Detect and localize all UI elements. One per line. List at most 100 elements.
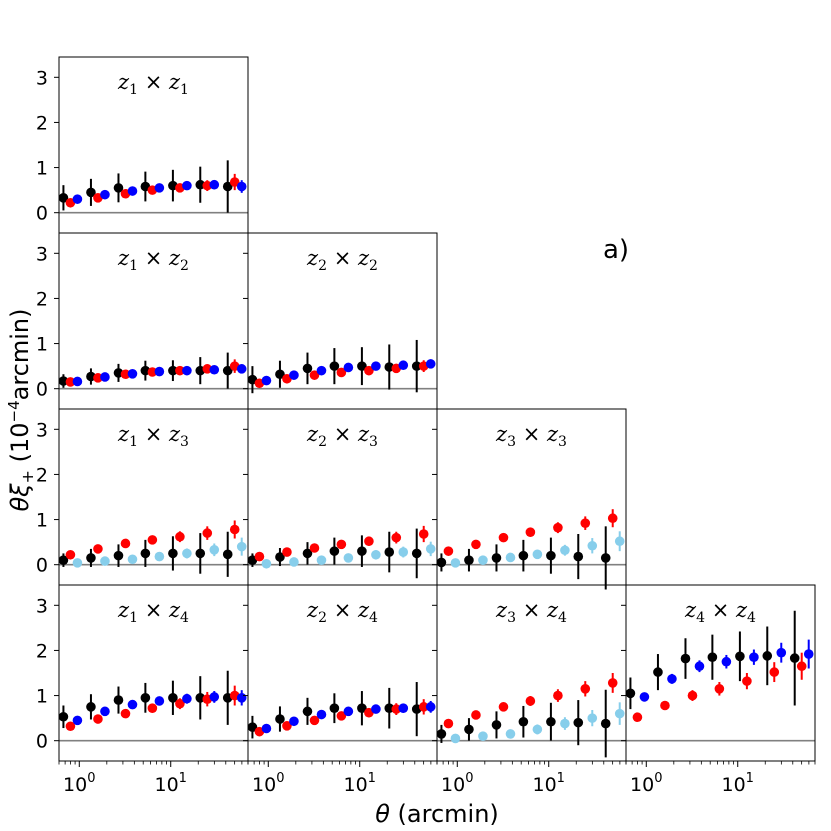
point-red (714, 683, 725, 694)
point-black (653, 667, 663, 677)
panel-title: z2 × z2 (306, 246, 378, 274)
point-lightblue (560, 718, 570, 729)
point-blue (776, 647, 787, 658)
point-black (464, 724, 474, 735)
y-tick-label: 1 (36, 510, 48, 532)
point-blue (209, 364, 220, 375)
point-lightblue (587, 713, 598, 723)
point-black (491, 720, 502, 730)
panel-annotation: a) (603, 235, 629, 265)
point-red (418, 529, 429, 539)
point-black (600, 553, 611, 563)
point-lightblue (532, 724, 543, 735)
point-lightblue (398, 547, 409, 557)
panel-title: z1 × z3 (117, 422, 189, 450)
point-black (168, 693, 178, 703)
point-lightblue (478, 731, 488, 741)
point-blue (371, 704, 381, 714)
point-black (680, 653, 691, 664)
y-tick-label: 3 (36, 595, 48, 617)
point-black (436, 729, 447, 739)
point-black (518, 716, 529, 727)
point-black (735, 651, 745, 662)
point-red (202, 528, 213, 538)
point-lightblue (478, 555, 488, 565)
point-black (329, 361, 340, 371)
point-black (436, 557, 447, 568)
point-red (65, 549, 76, 560)
point-black (275, 369, 285, 380)
point-red (229, 177, 240, 187)
point-red (93, 714, 103, 724)
point-black (113, 183, 124, 193)
point-black (275, 552, 285, 562)
panel-title: z4 × z4 (684, 598, 756, 626)
point-red (525, 527, 536, 537)
point-red (418, 702, 429, 712)
y-axis-label-unit-pre: (10 (6, 422, 34, 462)
point-black (58, 376, 69, 386)
point-red (120, 538, 131, 549)
point-blue (182, 365, 192, 376)
point-red (607, 513, 618, 524)
y-tick-label: 2 (36, 112, 48, 134)
point-red (282, 547, 292, 557)
point-lightblue (505, 729, 516, 739)
y-tick-label: 0 (36, 203, 48, 225)
point-black (329, 703, 340, 713)
panel-z1-z2: 0 1 2 3 z1 × z2 (36, 232, 249, 410)
point-black (58, 555, 69, 565)
point-black (247, 722, 258, 732)
point-blue (100, 372, 110, 382)
point-red (391, 532, 402, 543)
point-red (336, 539, 347, 550)
point-red (282, 721, 292, 731)
point-red (498, 702, 509, 712)
point-red (202, 364, 213, 374)
point-black (411, 361, 422, 371)
point-lightblue (587, 540, 598, 551)
point-black (546, 716, 556, 727)
panel-grid: 0 1 2 3 z1 × z1 0 1 2 3 z1 × z2 z2 × z2 0 1 2 3 z1 × z3… (36, 56, 816, 796)
point-blue (72, 376, 83, 387)
point-black (518, 550, 529, 561)
point-blue (127, 369, 138, 379)
point-blue (209, 179, 220, 190)
point-black (195, 548, 206, 559)
point-lightblue (261, 558, 272, 569)
point-red (796, 661, 807, 672)
point-blue (289, 716, 299, 727)
panel-title: z3 × z3 (495, 422, 567, 450)
point-black (275, 714, 285, 724)
point-red (120, 369, 131, 380)
point-red (120, 708, 131, 719)
point-black (546, 550, 556, 561)
x-tick-label: 101 (532, 771, 564, 796)
point-black (600, 718, 611, 729)
x-tick-label: 101 (154, 771, 186, 796)
point-lightblue (209, 545, 220, 555)
x-tick-label: 100 (252, 771, 284, 796)
point-black (58, 193, 69, 203)
panel-z3-z3: z3 × z3 (432, 408, 627, 590)
point-lightblue (316, 555, 327, 565)
y-tick-label: 3 (36, 67, 48, 89)
point-red (336, 367, 347, 378)
point-red (254, 551, 265, 562)
point-black (86, 553, 96, 563)
point-blue (72, 194, 83, 204)
point-blue (803, 649, 814, 659)
point-blue (749, 652, 759, 663)
point-black (168, 548, 178, 559)
point-lightblue (371, 549, 381, 560)
point-black (384, 703, 395, 713)
point-red (175, 365, 185, 376)
point-lightblue (614, 536, 625, 547)
point-red (147, 535, 158, 545)
point-black (464, 555, 474, 565)
panel-z2-z4: 100 101 z2 × z4 (243, 584, 438, 796)
point-red (471, 710, 481, 720)
point-red (498, 532, 509, 543)
point-red (660, 700, 670, 711)
